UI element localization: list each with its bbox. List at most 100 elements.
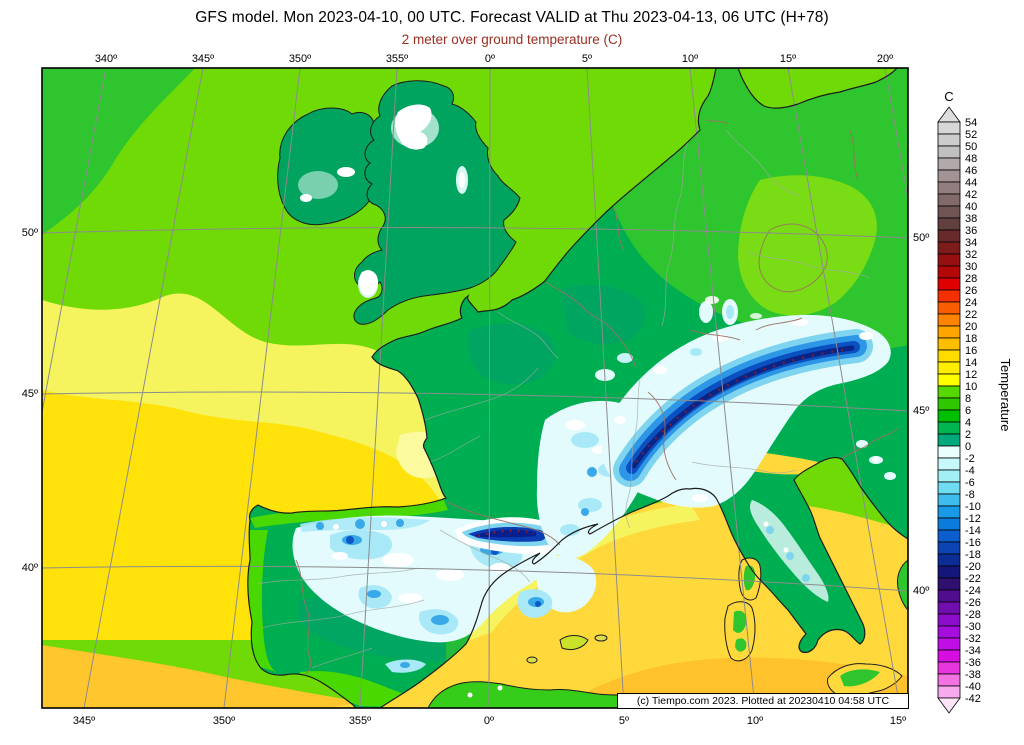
parallel-line — [42, 227, 908, 239]
parallel-line — [42, 565, 908, 592]
menorca — [594, 634, 608, 642]
bottom-axis-label: 0º — [483, 715, 495, 727]
top-axis-label: 0º — [484, 53, 496, 65]
left-axis-label: 50º — [21, 227, 38, 239]
colorbar-cell — [937, 253, 961, 267]
meridian-line — [83, 68, 204, 708]
meridian-line — [884, 68, 908, 200]
colorbar-tick-label: -6 — [965, 477, 975, 489]
meridian-line — [42, 68, 107, 413]
colorbar-tick-label: -40 — [965, 681, 981, 693]
colorbar-cell — [937, 385, 961, 399]
colorbar-tick-label: -26 — [965, 597, 981, 609]
top-axis-label: 5º — [581, 53, 593, 65]
colorbar-cell — [937, 421, 961, 435]
top-axis-label: 355º — [385, 53, 409, 65]
colorbar-tick-label: -36 — [965, 657, 981, 669]
colorbar-cell — [937, 181, 961, 195]
top-axis-label: 15º — [779, 53, 797, 65]
colorbar-tick-label: 0 — [965, 441, 971, 453]
left-axis-label: 45º — [21, 388, 38, 400]
colorbar-cell — [937, 229, 961, 243]
rivers — [257, 129, 871, 669]
top-axis-label: 340º — [94, 53, 118, 65]
colorbar-tick-label: 10 — [965, 381, 977, 393]
meridian-line — [359, 68, 398, 708]
colorbar-tick-label: 32 — [965, 249, 977, 261]
top-axis-label: 10º — [681, 53, 699, 65]
colorbar-cell — [937, 289, 961, 303]
colorbar-tick-label: 40 — [965, 201, 977, 213]
colorbar-cell — [937, 541, 961, 555]
colorbar-tick-label: 16 — [965, 345, 977, 357]
colorbar-tick-label: -38 — [965, 669, 981, 681]
colorbar-cell — [937, 337, 961, 351]
colorbar-cell — [937, 493, 961, 507]
colorbar-tick-label: -2 — [965, 453, 975, 465]
colorbar-tick-label: -22 — [965, 573, 981, 585]
map-artwork — [42, 68, 908, 708]
colorbar-cell — [937, 613, 961, 627]
right-axis-label: 40º — [913, 585, 930, 597]
colorbar-tick-label: -20 — [965, 561, 981, 573]
colorbar-tick-label: 34 — [965, 237, 977, 249]
colorbar-tick-label: -16 — [965, 537, 981, 549]
island-details — [298, 104, 880, 698]
colorbar-cell — [937, 565, 961, 579]
colorbar-tick-label: 46 — [965, 165, 977, 177]
colorbar-tick-label: -10 — [965, 501, 981, 513]
colorbar-tick-label: 12 — [965, 369, 977, 381]
colorbar-tick-label: 8 — [965, 393, 971, 405]
copyright-box: (c) Tiempo.com 2023. Plotted at 20230410… — [617, 693, 909, 709]
bottom-axis-label: 345º — [72, 715, 96, 727]
colorbar-tick-label: 38 — [965, 213, 977, 225]
colorbar-cell — [937, 373, 961, 387]
left-axis-label: 40º — [21, 562, 38, 574]
meridian-line — [488, 68, 491, 708]
colorbar-cell — [937, 301, 961, 315]
colorbar-tick-label: -18 — [965, 549, 981, 561]
colorbar-tick-label: -24 — [965, 585, 981, 597]
coastline-continent — [247, 68, 908, 708]
right-axis-label: 45º — [913, 405, 930, 417]
colorbar-tick-label: 30 — [965, 261, 977, 273]
colorbar-cell — [937, 121, 961, 135]
bottom-axis-label: 10º — [746, 715, 764, 727]
colorbar-cell — [937, 469, 961, 483]
colorbar-cell — [937, 661, 961, 675]
colorbar-unit: C — [944, 89, 953, 104]
balkan-sliver — [897, 559, 908, 611]
colorbar-tick-label: 48 — [965, 153, 977, 165]
colorbar-tick-label: -4 — [965, 465, 975, 477]
colorbar-cell — [937, 529, 961, 543]
colorbar-cell — [937, 637, 961, 651]
colorbar-cell — [937, 277, 961, 291]
colorbar-cell — [937, 313, 961, 327]
top-axis-label: 350º — [288, 53, 312, 65]
right-axis-label: 50º — [913, 232, 930, 244]
colorbar-cell — [937, 457, 961, 471]
colorbar-tick-label: -12 — [965, 513, 981, 525]
colorbar-cell — [937, 169, 961, 183]
colorbar-tick-label: 18 — [965, 333, 977, 345]
colorbar-axis-label: Temperature — [998, 359, 1013, 432]
colorbar-cell — [937, 133, 961, 147]
colorbar-tick-label: -34 — [965, 645, 981, 657]
colorbar-cell — [937, 445, 961, 459]
atlantic-warm-corner — [42, 645, 374, 708]
colorbar-cell — [937, 241, 961, 255]
colorbar-cell — [937, 481, 961, 495]
colorbar-tick-label: 26 — [965, 285, 977, 297]
colorbar-tick-label: 22 — [965, 309, 977, 321]
colorbar-tick-label: -42 — [965, 693, 981, 705]
colorbar-tick-label: -28 — [965, 609, 981, 621]
colorbar-cell — [937, 625, 961, 639]
colorbar-cell — [937, 349, 961, 363]
colorbar-cell — [937, 205, 961, 219]
colorbar-cell — [937, 649, 961, 663]
colorbar-tick-label: 44 — [965, 177, 977, 189]
colorbar-tick-label: 52 — [965, 129, 977, 141]
colorbar-under-arrow — [937, 697, 961, 714]
colorbar-over-arrow — [937, 106, 961, 123]
colorbar-cell — [937, 217, 961, 231]
